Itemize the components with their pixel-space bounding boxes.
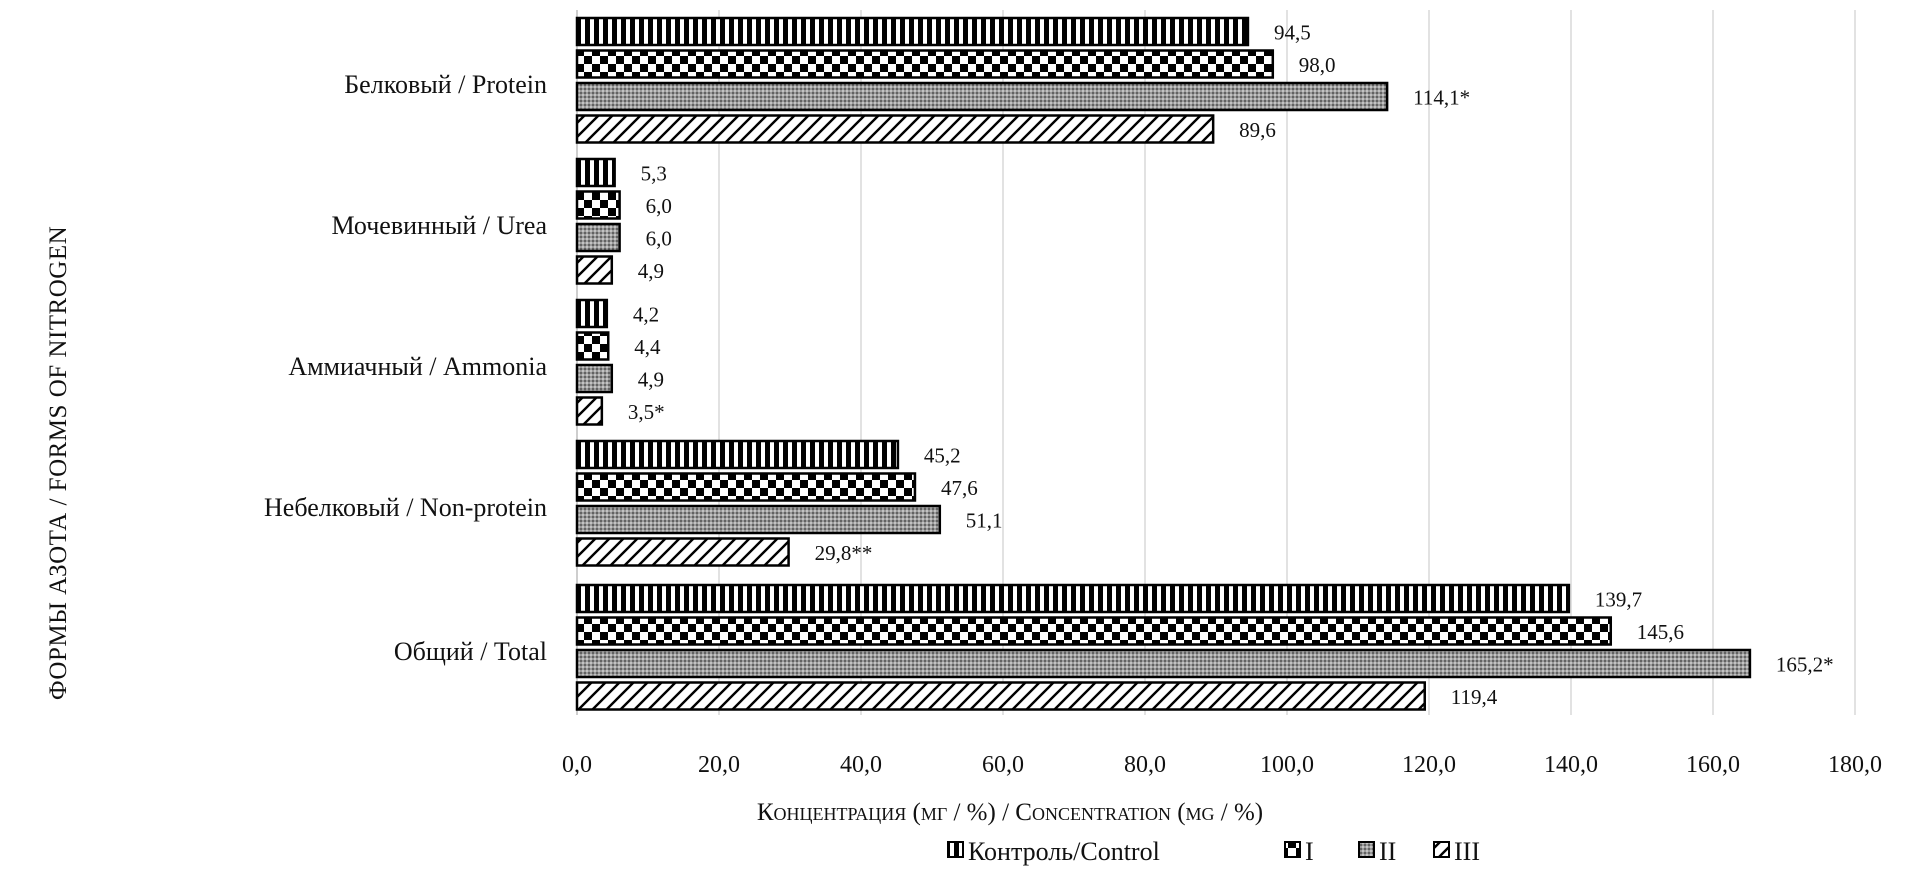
legend-swatch-iii	[1433, 841, 1450, 858]
data-label: 4,4	[634, 335, 661, 359]
x-tick-label: 120,0	[1402, 752, 1456, 778]
legend-label: Контроль/Control	[968, 837, 1160, 866]
data-label: 114,1*	[1413, 86, 1470, 110]
x-tick-label: 80,0	[1124, 752, 1166, 778]
bar-ii	[575, 81, 1389, 112]
bar-ii	[575, 363, 614, 394]
x-tick-label: 40,0	[840, 752, 882, 778]
data-label: 4,2	[633, 303, 659, 327]
legend-label: I	[1305, 837, 1314, 866]
x-tick-label: 20,0	[698, 752, 740, 778]
bar-iii	[575, 114, 1215, 144]
x-tick-labels: 0,0 20,0 40,0 60,0 80,0 100,0 120,0 140,0 160,0 1…	[562, 752, 1882, 778]
x-tick-label: 60,0	[982, 752, 1024, 778]
legend-swatch-ii	[1358, 841, 1375, 858]
data-label: 51,1	[966, 509, 1003, 533]
bar-control	[575, 16, 1250, 47]
legend-swatch-i	[1284, 841, 1301, 858]
bar-i	[575, 472, 917, 502]
bar-i	[575, 49, 1275, 79]
x-tick-label: 180,0	[1828, 752, 1882, 778]
bar-ii	[575, 504, 942, 535]
category-label: Общий / Total	[394, 637, 547, 666]
data-label: 145,6	[1637, 620, 1684, 644]
data-label: 29,8**	[815, 541, 873, 565]
bar-ii	[575, 222, 621, 253]
data-labels: 94,5 98,0 114,1* 89,6 5,3 6,0 6,0 4,9 4,2 4,4 4,9 3…	[628, 21, 1834, 710]
legend-label: III	[1454, 837, 1480, 866]
bar-iii	[575, 396, 604, 426]
data-label: 139,7	[1595, 588, 1642, 612]
data-label: 98,0	[1299, 53, 1336, 77]
bar-control	[575, 298, 609, 329]
category-label: Мочевинный / Urea	[331, 211, 547, 240]
x-tick-label: 0,0	[562, 752, 592, 778]
category-labels: Белковый / Protein Мочевинный / Urea Аммиа…	[264, 70, 547, 666]
bars-group	[575, 16, 1752, 711]
data-label: 165,2*	[1776, 653, 1834, 677]
data-label: 6,0	[646, 194, 672, 218]
bar-i	[575, 190, 621, 220]
category-label: Небелковый / Non-protein	[264, 493, 547, 522]
legend-swatch-control	[947, 841, 964, 858]
data-label: 4,9	[638, 368, 664, 392]
x-tick-label: 100,0	[1260, 752, 1314, 778]
data-label: 5,3	[641, 162, 667, 186]
bar-iii	[575, 681, 1426, 711]
bar-control	[575, 157, 616, 188]
bar-iii	[575, 255, 614, 285]
data-label: 89,6	[1239, 118, 1276, 142]
y-axis-title: Формы азота / Forms of nitrogen	[45, 226, 72, 700]
data-label: 4,9	[638, 259, 664, 283]
x-tick-label: 160,0	[1686, 752, 1740, 778]
data-label: 6,0	[646, 227, 672, 251]
data-label: 94,5	[1274, 21, 1311, 45]
bar-control	[575, 583, 1571, 614]
data-label: 119,4	[1451, 685, 1498, 709]
data-label: 45,2	[924, 444, 961, 468]
bar-i	[575, 616, 1613, 646]
bar-ii	[575, 648, 1752, 679]
bar-control	[575, 439, 900, 470]
x-tick-label: 140,0	[1544, 752, 1598, 778]
bar-i	[575, 331, 610, 361]
bar-iii	[575, 537, 790, 567]
category-label: Аммиачный / Ammonia	[288, 352, 547, 381]
x-axis-title: Концентрация (мг / %) / Concentration (m…	[757, 799, 1263, 826]
category-label: Белковый / Protein	[344, 70, 547, 99]
legend-label: II	[1379, 837, 1396, 866]
data-label: 3,5*	[628, 400, 665, 424]
legend: Контроль/Control I II III	[947, 837, 1480, 866]
data-label: 47,6	[941, 476, 978, 500]
